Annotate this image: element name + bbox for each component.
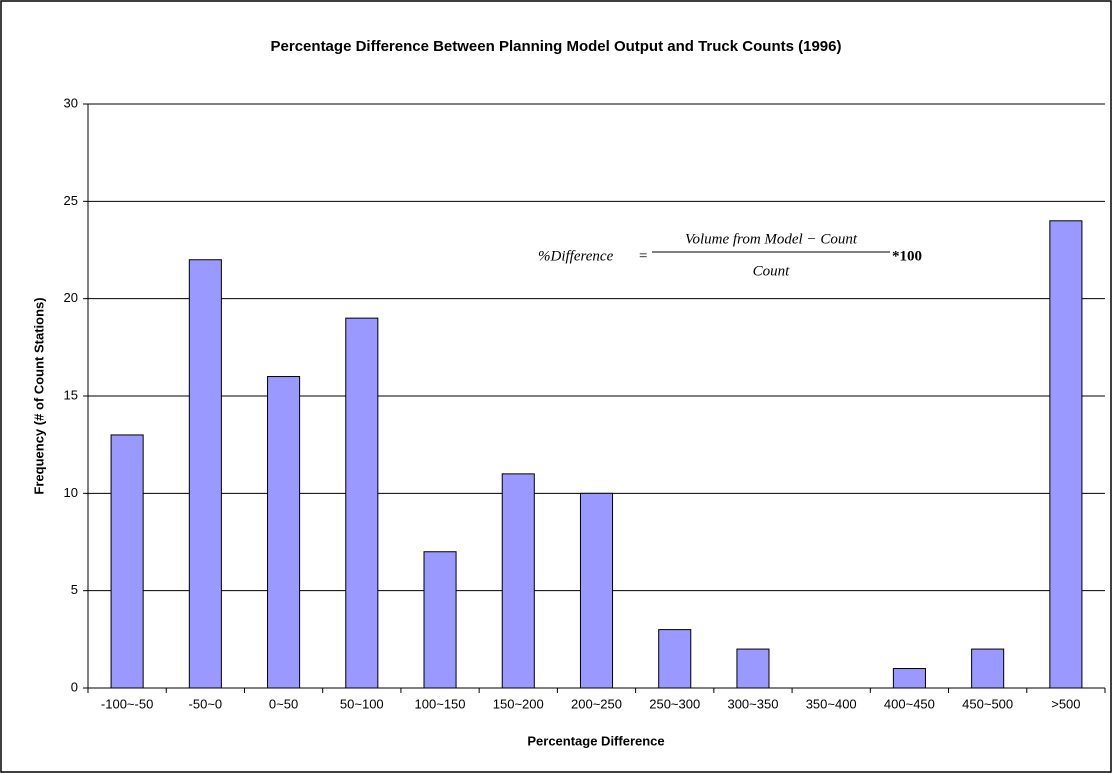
formula: %Difference = Volume from Model − Count … xyxy=(538,231,922,279)
y-tick-label: 10 xyxy=(64,485,78,500)
bar xyxy=(1049,220,1083,689)
x-axis-title: Percentage Difference xyxy=(527,733,664,748)
bar xyxy=(345,317,379,689)
bar xyxy=(971,648,1005,689)
y-axis-title: Frequency (# of Count Stations) xyxy=(31,297,46,494)
x-tick-label: >500 xyxy=(1051,696,1080,711)
y-tick-label: 15 xyxy=(64,387,78,402)
chart-title: Percentage Difference Between Planning M… xyxy=(271,38,842,55)
bar xyxy=(658,629,692,689)
bar xyxy=(736,648,770,689)
x-tick-label: 450~500 xyxy=(962,696,1013,711)
x-tick-label: 400~450 xyxy=(884,696,935,711)
x-tick-label: 350~400 xyxy=(806,696,857,711)
formula-lhs: %Difference xyxy=(538,248,614,264)
bar xyxy=(188,259,222,689)
y-tick-label: 20 xyxy=(64,290,78,305)
x-tick-label: 200~250 xyxy=(571,696,622,711)
x-tick-label: -100~-50 xyxy=(101,696,153,711)
x-tick-label: 50~100 xyxy=(340,696,384,711)
x-tick-label: -50~0 xyxy=(189,696,223,711)
formula-denominator: Count xyxy=(753,263,791,279)
formula-numerator: Volume from Model − Count xyxy=(685,231,858,247)
y-tick-label: 5 xyxy=(71,582,78,597)
bar xyxy=(267,376,301,689)
y-tick-label: 30 xyxy=(64,95,78,110)
bar xyxy=(501,473,535,689)
x-tick-label: 0~50 xyxy=(269,696,298,711)
bar xyxy=(892,668,926,689)
y-tick-label: 0 xyxy=(71,679,78,694)
x-tick-label: 300~350 xyxy=(727,696,778,711)
x-tick-label: 250~300 xyxy=(649,696,700,711)
y-tick-label: 25 xyxy=(64,193,78,208)
bar xyxy=(110,434,144,689)
bar xyxy=(579,492,614,689)
formula-factor: *100 xyxy=(892,248,922,264)
x-tick-label: 100~150 xyxy=(415,696,466,711)
bar xyxy=(423,551,457,689)
formula-equals: = xyxy=(638,248,648,264)
x-tick-label: 150~200 xyxy=(493,696,544,711)
